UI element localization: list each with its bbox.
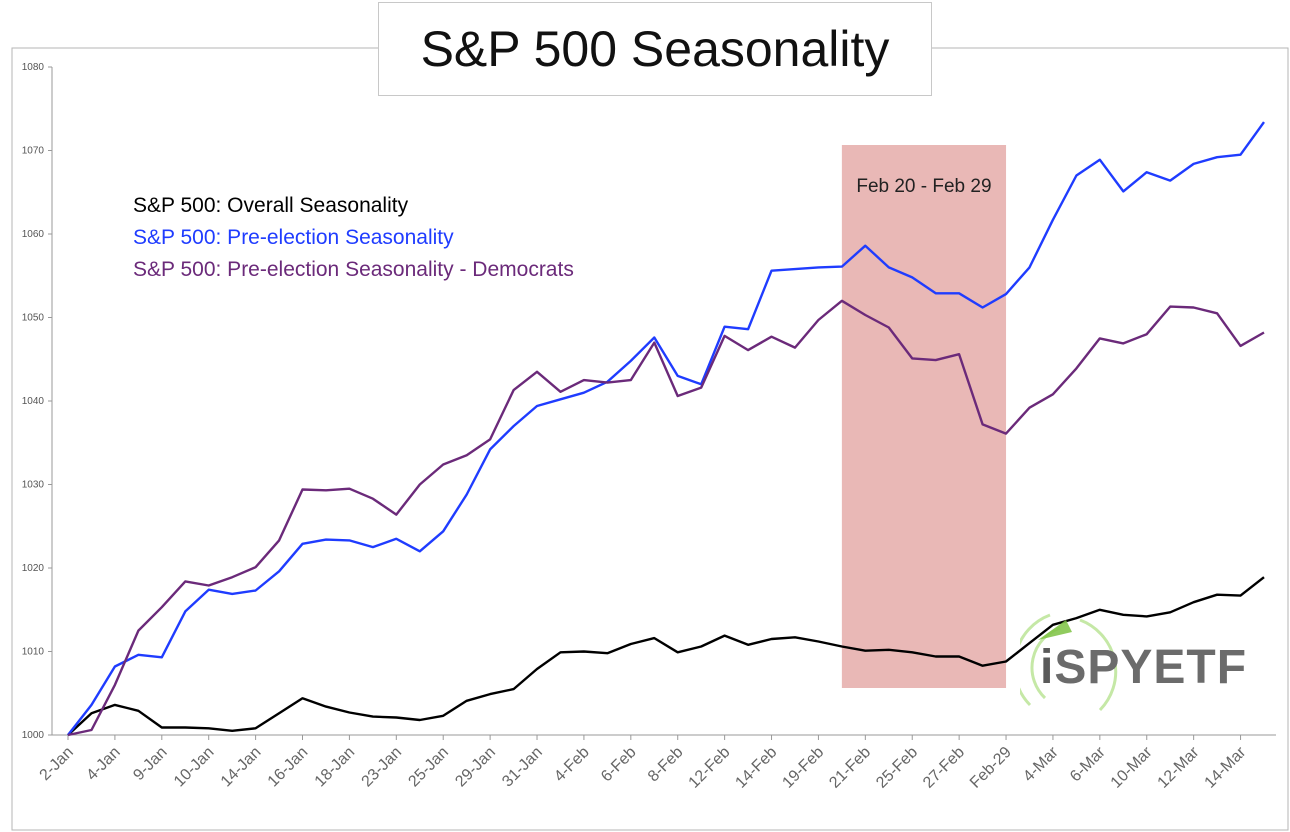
legend-item-pre-election-democrats: S&P 500: Pre-election Seasonality - Demo… [133, 258, 574, 281]
y-axis: 1000 1010 1020 1030 1040 1050 1060 1070 1080 [22, 62, 53, 741]
logo-wordmark: iSPYETF [1040, 641, 1248, 694]
legend-item-overall: S&P 500: Overall Seasonality [133, 194, 409, 217]
legend-item-pre-election: S&P 500: Pre-election Seasonality [133, 226, 454, 249]
series-line-2 [67, 299, 1265, 737]
y-tick-label: 1060 [22, 229, 45, 240]
chart-title: S&P 500 Seasonality [378, 2, 932, 96]
ispyetf-logo-icon [1020, 613, 1118, 712]
y-tick-label: 1000 [22, 730, 45, 741]
series-line-1 [67, 121, 1265, 736]
y-tick-label: 1010 [22, 647, 45, 658]
y-tick-label: 1080 [22, 62, 45, 73]
highlight-label: Feb 20 - Feb 29 [856, 176, 991, 197]
y-tick-label: 1020 [22, 563, 45, 574]
y-tick-label: 1050 [22, 313, 45, 324]
y-tick-label: 1040 [22, 396, 45, 407]
legend: S&P 500: Overall Seasonality S&P 500: Pr… [133, 190, 574, 286]
highlight-band [841, 145, 1007, 688]
y-tick-label: 1070 [22, 146, 45, 157]
y-tick-label: 1030 [22, 480, 45, 491]
